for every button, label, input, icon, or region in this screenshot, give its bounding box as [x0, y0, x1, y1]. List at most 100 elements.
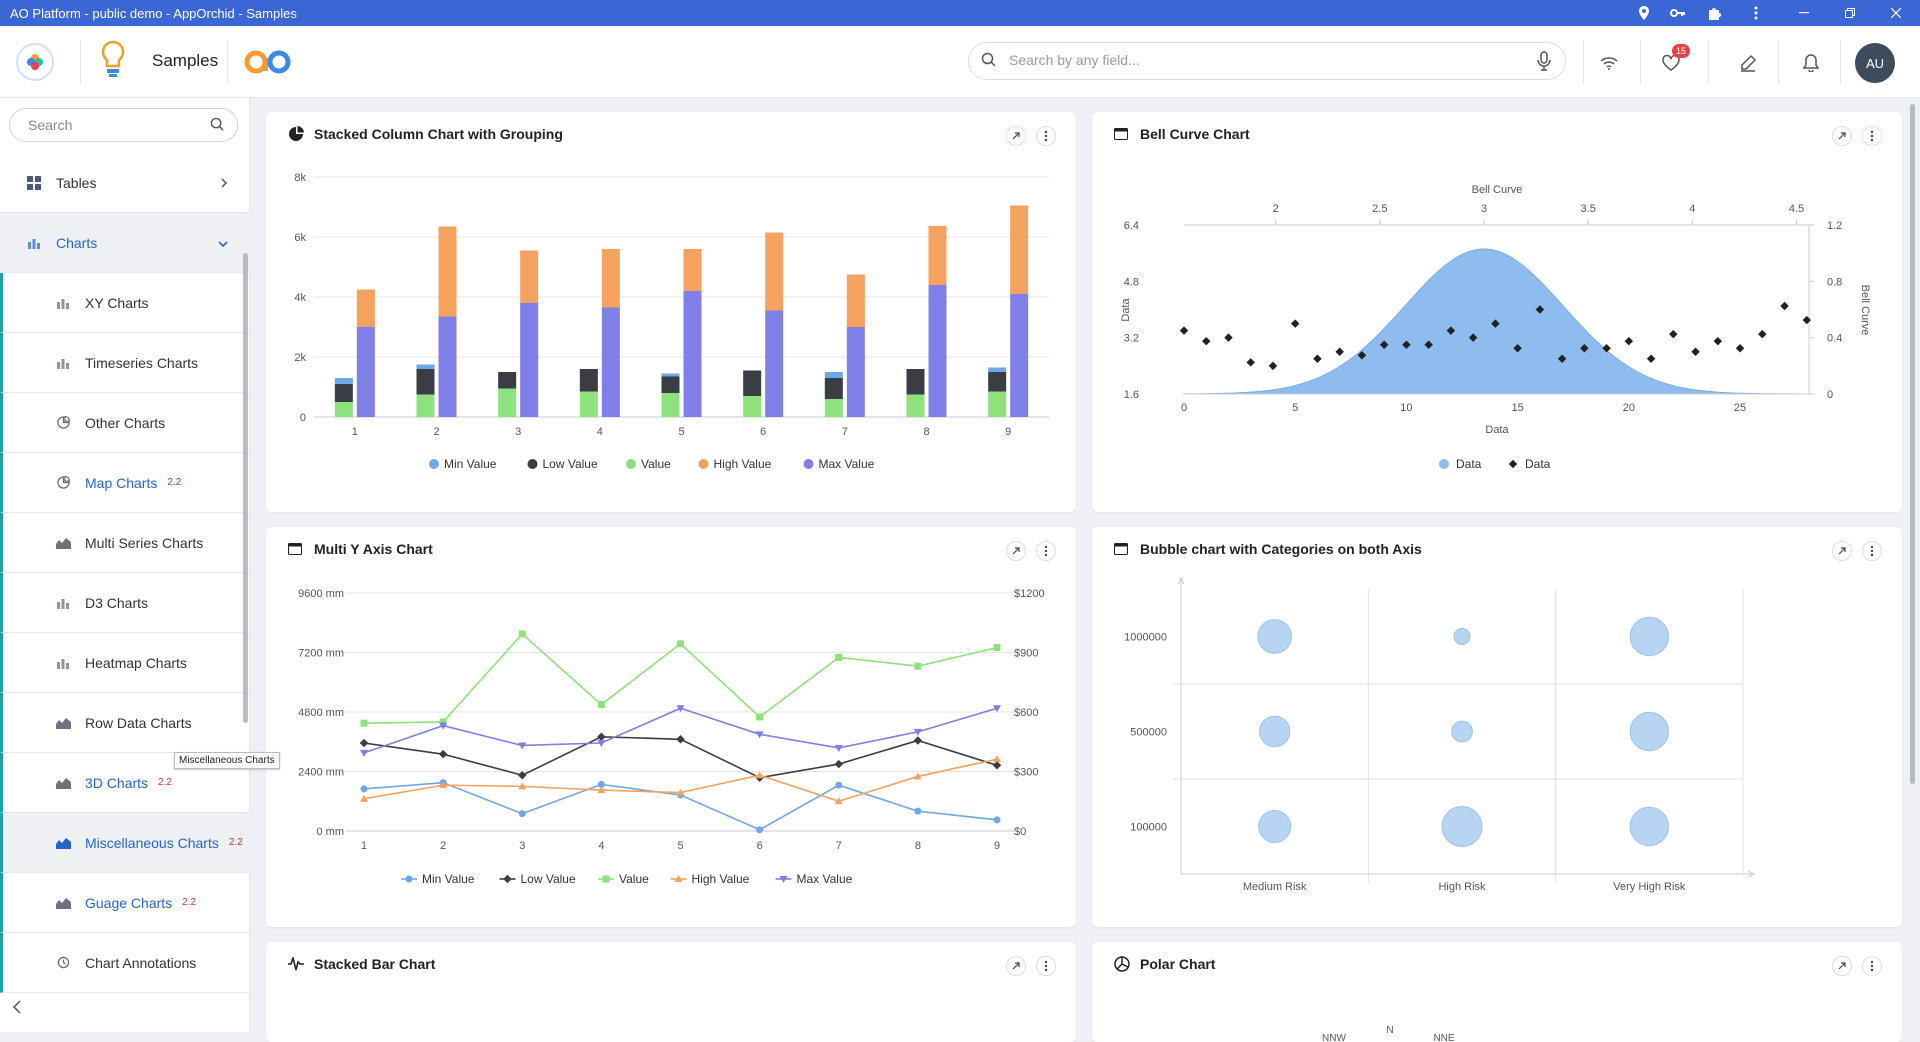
- sidebar-search-input[interactable]: [28, 117, 198, 133]
- bar-chart-icon: [55, 355, 71, 371]
- expand-icon[interactable]: [1832, 126, 1852, 146]
- bar-segment: [743, 396, 762, 417]
- favorites-badge: 15: [1672, 44, 1691, 58]
- more-options-icon[interactable]: [1036, 126, 1056, 146]
- sidebar-nav: Tables Charts XY Charts Timeseries Charts Ot…: [0, 153, 250, 993]
- line-point: [913, 772, 922, 780]
- y-tick-label: 9600 mm: [298, 588, 344, 600]
- line-point: [676, 705, 685, 713]
- stacked-bar-card: Stacked Bar Chart: [266, 942, 1076, 1042]
- scatter-point: [1646, 354, 1656, 364]
- sidebar-item-row-data-charts[interactable]: Row Data Charts: [0, 693, 250, 753]
- bar-segment: [928, 285, 947, 417]
- polar-direction-label: NNE: [1433, 1033, 1454, 1042]
- sidebar-item-timeseries-charts[interactable]: Timeseries Charts: [0, 333, 250, 393]
- wifi-icon[interactable]: [1596, 50, 1622, 76]
- x-tick-label: 8: [923, 426, 929, 438]
- favorites-button[interactable]: 15: [1658, 44, 1691, 76]
- location-icon[interactable]: [1624, 0, 1664, 26]
- more-options-icon[interactable]: [1862, 956, 1882, 976]
- top-tick-label: 3: [1481, 203, 1487, 215]
- sidebar-item-charts[interactable]: Charts: [0, 213, 250, 273]
- sidebar-item-label: Guage Charts: [85, 894, 173, 911]
- expand-icon[interactable]: [1006, 126, 1026, 146]
- bar-segment: [906, 369, 925, 395]
- puzzle-icon[interactable]: [1694, 0, 1734, 26]
- key-icon[interactable]: [1658, 0, 1698, 26]
- bar-segment: [601, 307, 620, 417]
- restore-icon[interactable]: [1830, 0, 1870, 26]
- y-tick-label: 6.4: [1124, 220, 1139, 232]
- sidebar-item-xy-charts[interactable]: XY Charts: [0, 273, 250, 333]
- more-options-icon[interactable]: [1862, 126, 1882, 146]
- main-scrollbar[interactable]: [1910, 104, 1915, 784]
- sidebar-item-map-charts[interactable]: Map Charts 2.2: [0, 453, 250, 513]
- sidebar-item-miscellaneous-charts[interactable]: Miscellaneous Charts 2.2: [0, 813, 250, 873]
- bell-icon[interactable]: [1798, 50, 1824, 76]
- legend-label: Value: [641, 457, 671, 471]
- chevron-down-icon[interactable]: [218, 235, 228, 251]
- line-point: [834, 744, 843, 752]
- expand-icon[interactable]: [1006, 956, 1026, 976]
- sidebar-item-tables[interactable]: Tables: [0, 153, 250, 213]
- sidebar-item-3d-charts[interactable]: 3D Charts 2.2: [0, 753, 250, 813]
- sidebar-search[interactable]: [9, 108, 238, 142]
- more-options-icon[interactable]: [1036, 541, 1056, 561]
- line-point: [597, 739, 606, 747]
- card-title: Stacked Column Chart with Grouping: [314, 126, 563, 142]
- legend-label: Min Value: [444, 457, 497, 471]
- version-badge: 2.2: [228, 837, 243, 848]
- line-point: [992, 761, 1002, 770]
- x-tick-label: 4: [598, 840, 604, 852]
- y2-tick-label: 0.4: [1827, 333, 1842, 345]
- x-tick-label: 15: [1512, 402, 1524, 414]
- y-tick-label: 0: [300, 412, 306, 424]
- scatter-point: [1758, 329, 1767, 339]
- bar-segment: [579, 391, 598, 417]
- global-search[interactable]: [968, 42, 1566, 80]
- bar-segment: [601, 249, 620, 308]
- line-point: [597, 780, 605, 788]
- app-launcher-button[interactable]: [16, 43, 54, 81]
- expand-icon[interactable]: [1832, 541, 1852, 561]
- expand-icon[interactable]: [1832, 956, 1852, 976]
- expand-icon[interactable]: [1006, 541, 1026, 561]
- more-options-icon[interactable]: [1036, 956, 1056, 976]
- sidebar-item-label: Chart Annotations: [85, 954, 197, 971]
- minimize-icon[interactable]: [1784, 0, 1824, 26]
- sidebar-item-chart-annotations[interactable]: Chart Annotations: [0, 933, 250, 993]
- legend-label: Max Value: [819, 457, 875, 471]
- sidebar-scrollbar[interactable]: [243, 253, 248, 723]
- bubble: [1441, 806, 1483, 847]
- sidebar-item-multi-series-charts[interactable]: Multi Series Charts: [0, 513, 250, 573]
- chevron-right-icon[interactable]: [220, 175, 228, 191]
- global-search-input[interactable]: [1009, 52, 1509, 68]
- y-axis-arrow: [1177, 576, 1185, 585]
- more-vertical-icon[interactable]: [1736, 0, 1776, 26]
- line-point: [503, 874, 512, 884]
- line-point: [834, 797, 843, 805]
- x-tick-label: 2: [440, 840, 446, 852]
- x-tick-label: 5: [677, 840, 683, 852]
- bar-segment: [498, 372, 517, 389]
- collapse-sidebar-icon[interactable]: [12, 1000, 22, 1019]
- bar-chart-icon: [55, 295, 71, 311]
- microphone-icon[interactable]: [1537, 51, 1551, 76]
- user-avatar[interactable]: AU: [1855, 43, 1895, 83]
- sidebar-item-other-charts[interactable]: Other Charts: [0, 393, 250, 453]
- x-tick-label: 0: [1181, 402, 1187, 414]
- more-options-icon[interactable]: [1862, 541, 1882, 561]
- close-icon[interactable]: [1876, 0, 1916, 26]
- line-point: [676, 788, 685, 796]
- bar-segment: [356, 289, 375, 327]
- legend-label: Value: [619, 872, 649, 886]
- x-tick-label: Very High Risk: [1613, 881, 1686, 893]
- bar-segment: [520, 303, 539, 417]
- pen-icon[interactable]: [1735, 50, 1761, 76]
- scatter-point: [1290, 319, 1300, 328]
- x-axis-arrow: [1747, 870, 1756, 878]
- sidebar-item-heatmap-charts[interactable]: Heatmap Charts: [0, 633, 250, 693]
- sidebar-item-guage-charts[interactable]: Guage Charts 2.2: [0, 873, 250, 933]
- x-tick-label: 20: [1623, 402, 1635, 414]
- sidebar-item-d3-charts[interactable]: D3 Charts: [0, 573, 250, 633]
